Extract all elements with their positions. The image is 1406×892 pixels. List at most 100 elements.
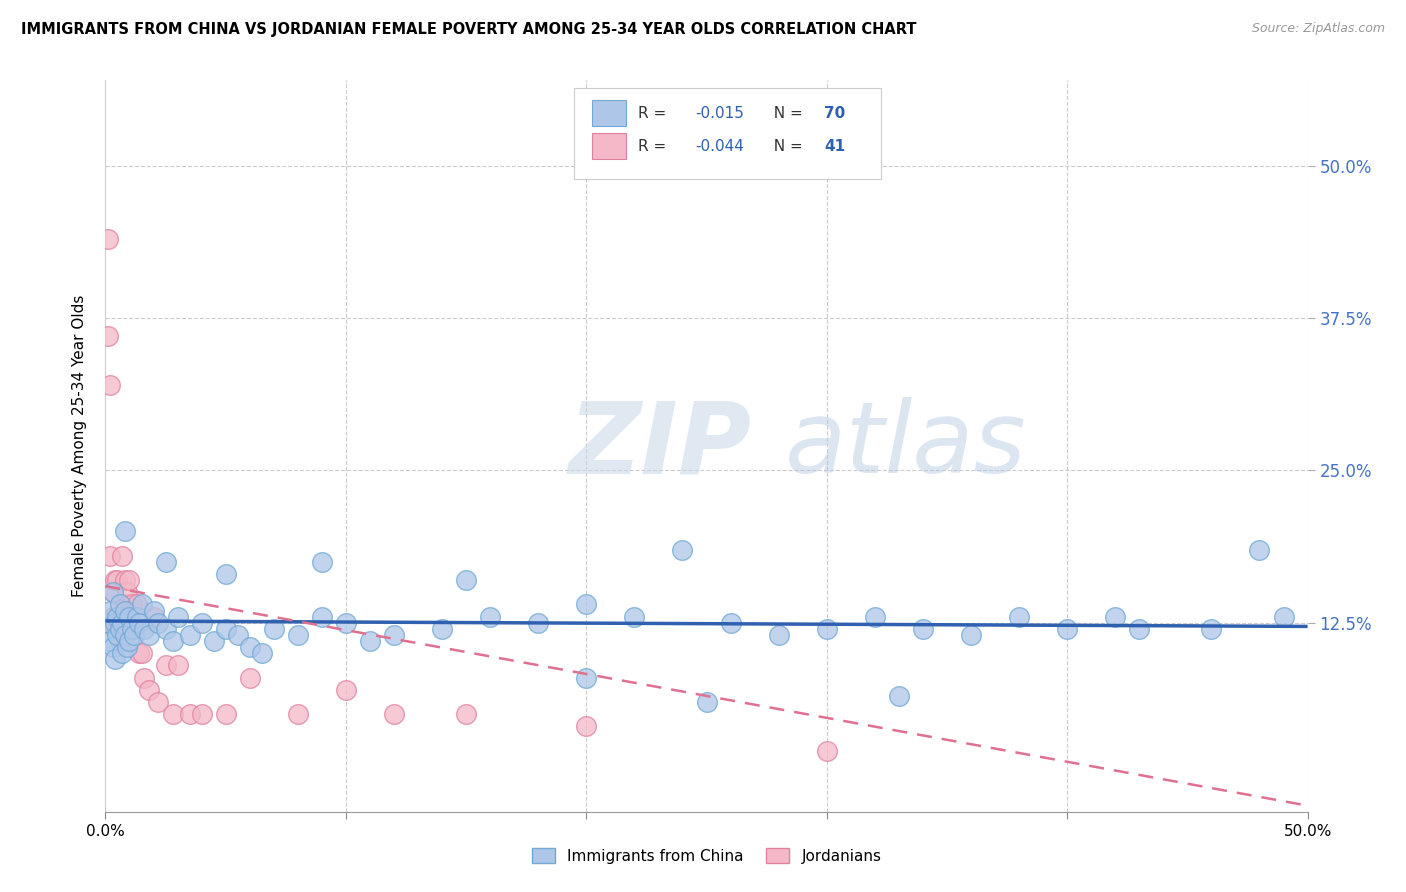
- Text: R =: R =: [638, 105, 671, 120]
- Text: 70: 70: [824, 105, 845, 120]
- Point: [101, 640, 124, 655]
- Point: [335, 682, 357, 697]
- Text: R =: R =: [638, 138, 671, 153]
- Point: [179, 628, 201, 642]
- Point: [190, 707, 212, 722]
- Point: [863, 609, 886, 624]
- Text: Source: ZipAtlas.com: Source: ZipAtlas.com: [1251, 22, 1385, 36]
- Point: [815, 622, 838, 636]
- Point: [121, 622, 143, 636]
- Point: [214, 567, 236, 582]
- Text: N =: N =: [765, 138, 808, 153]
- Point: [107, 628, 129, 642]
- Legend: Immigrants from China, Jordanians: Immigrants from China, Jordanians: [526, 842, 887, 870]
- Point: [155, 555, 177, 569]
- Point: [97, 615, 120, 630]
- Point: [114, 603, 136, 617]
- Text: ZIP: ZIP: [568, 398, 751, 494]
- Point: [118, 609, 141, 624]
- Point: [114, 598, 136, 612]
- Point: [382, 628, 405, 642]
- Point: [263, 622, 285, 636]
- Point: [132, 622, 155, 636]
- Point: [104, 652, 127, 666]
- FancyBboxPatch shape: [592, 100, 626, 127]
- Point: [107, 609, 129, 624]
- Point: [131, 646, 153, 660]
- Point: [128, 646, 150, 660]
- Point: [1008, 609, 1031, 624]
- Point: [454, 707, 477, 722]
- Point: [1272, 609, 1295, 624]
- Point: [97, 329, 120, 343]
- Point: [1056, 622, 1078, 636]
- Point: [97, 232, 120, 246]
- Point: [162, 634, 184, 648]
- Y-axis label: Female Poverty Among 25-34 Year Olds: Female Poverty Among 25-34 Year Olds: [72, 295, 87, 597]
- Point: [239, 671, 262, 685]
- Point: [382, 707, 405, 722]
- Text: -0.015: -0.015: [696, 105, 745, 120]
- FancyBboxPatch shape: [574, 87, 880, 179]
- Text: 41: 41: [824, 138, 845, 153]
- Point: [131, 598, 153, 612]
- Point: [138, 628, 160, 642]
- Point: [142, 603, 165, 617]
- Point: [960, 628, 983, 642]
- Point: [107, 573, 129, 587]
- Point: [166, 658, 188, 673]
- Point: [190, 615, 212, 630]
- Point: [98, 549, 121, 563]
- Point: [887, 689, 910, 703]
- Point: [179, 707, 201, 722]
- Point: [111, 609, 134, 624]
- Point: [104, 615, 127, 630]
- Point: [138, 682, 160, 697]
- Point: [768, 628, 790, 642]
- Point: [527, 615, 550, 630]
- Point: [1104, 609, 1126, 624]
- Point: [250, 646, 273, 660]
- Point: [454, 573, 477, 587]
- Point: [98, 603, 121, 617]
- Point: [108, 598, 131, 612]
- Point: [142, 609, 165, 624]
- Point: [98, 378, 121, 392]
- Point: [101, 609, 124, 624]
- Point: [287, 628, 309, 642]
- Point: [118, 573, 141, 587]
- Point: [239, 640, 262, 655]
- Point: [311, 609, 333, 624]
- Point: [815, 744, 838, 758]
- Point: [101, 585, 124, 599]
- Point: [104, 622, 127, 636]
- Point: [118, 634, 141, 648]
- Point: [128, 615, 150, 630]
- Text: atlas: atlas: [785, 398, 1026, 494]
- Point: [121, 598, 143, 612]
- Point: [107, 609, 129, 624]
- Point: [108, 634, 131, 648]
- Point: [114, 628, 136, 642]
- Point: [214, 622, 236, 636]
- Point: [108, 622, 131, 636]
- Point: [124, 622, 146, 636]
- Point: [359, 634, 381, 648]
- Point: [623, 609, 645, 624]
- Text: -0.044: -0.044: [696, 138, 745, 153]
- Point: [287, 707, 309, 722]
- Point: [335, 615, 357, 630]
- Point: [98, 634, 121, 648]
- Point: [125, 609, 148, 624]
- Point: [162, 707, 184, 722]
- Point: [124, 628, 146, 642]
- Point: [479, 609, 502, 624]
- Point: [720, 615, 742, 630]
- Point: [155, 658, 177, 673]
- Point: [202, 634, 225, 648]
- Point: [104, 573, 127, 587]
- Point: [155, 622, 177, 636]
- Point: [114, 573, 136, 587]
- Point: [125, 598, 148, 612]
- Point: [148, 615, 170, 630]
